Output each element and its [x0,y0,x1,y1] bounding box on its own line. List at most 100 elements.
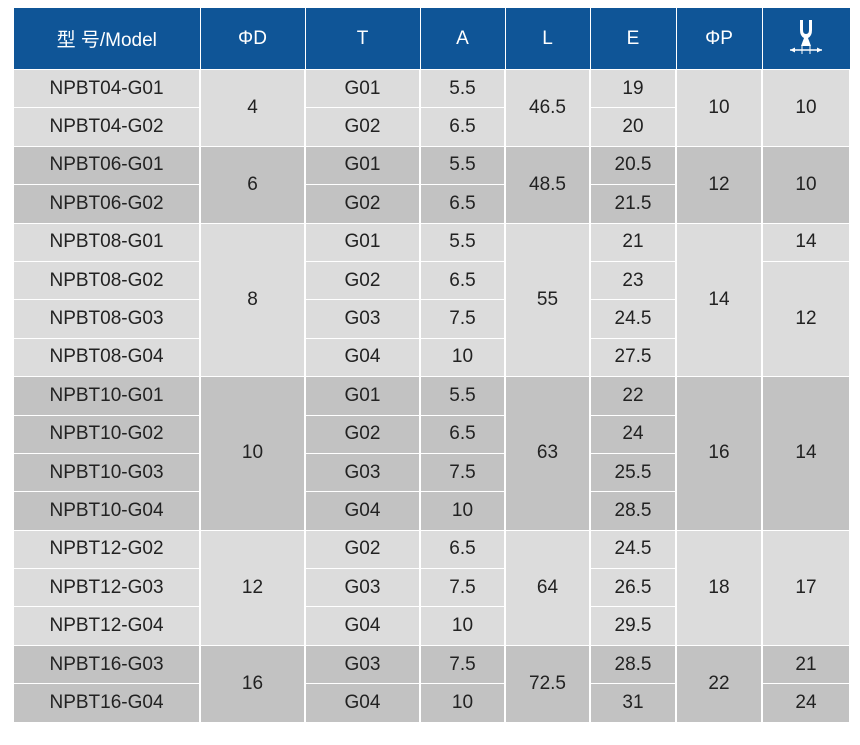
hex-wrench-icon [790,19,822,54]
a-cell: 6.5 [419,107,506,147]
a-cell: 6.5 [419,260,506,301]
p-cell: 18 [675,529,763,646]
header-model: 型 号/Model [14,8,201,70]
e-cell: 20 [589,107,677,147]
p-cell: 12 [675,145,763,224]
table-row: NPBT10-G02 G02 6.5 24 [14,414,850,454]
table-row: NPBT08-G03 G03 7.5 24.5 [14,299,850,339]
thread-cell: G02 [304,184,421,224]
e-cell: 20.5 [589,145,677,186]
a-cell: 10 [419,683,506,723]
length-cell: 48.5 [504,145,591,224]
model-cell: NPBT10-G01 [14,376,201,416]
a-cell: 6.5 [419,184,506,224]
header-t: T [304,8,421,70]
table-row: NPBT08-G04 G04 10 27.5 [14,337,850,378]
a-cell: 7.5 [419,299,506,339]
a-cell: 7.5 [419,644,506,685]
table-row: NPBT16-G03 16 G03 7.5 72.5 28.5 22 21 [14,644,851,723]
length-cell: 64 [504,529,591,646]
thread-cell: G03 [304,299,421,339]
model-cell: NPBT10-G03 [14,452,201,493]
model-cell: NPBT06-G02 [14,184,201,224]
thread-cell: G04 [304,491,421,531]
e-cell: 24 [589,414,677,454]
diameter-cell: 8 [199,222,306,378]
p-cell: 10 [675,69,763,147]
a-cell: 5.5 [419,222,506,262]
e-cell: 23 [589,260,677,301]
thread-cell: G02 [304,529,421,570]
e-cell: 24.5 [589,529,677,570]
wrench-size-cell: 17 [761,529,851,646]
diameter-cell: 4 [199,69,306,147]
header-p: ΦP [675,8,763,70]
table-row: NPBT10-G01 10 G01 5.5 63 22 16 14 [14,376,851,531]
e-cell: 27.5 [589,337,677,378]
diameter-cell: 6 [199,145,306,224]
a-cell: 6.5 [419,414,506,454]
table-row: NPBT08-G01 8 G01 5.5 55 21 14 14 [14,222,851,378]
thread-cell: G01 [304,145,421,186]
length-cell: 55 [504,222,591,378]
model-cell: NPBT16-G04 [14,683,201,723]
table-row: NPBT04-G01 4 G01 5.5 46.5 19 10 10 [14,68,851,147]
thread-cell: G02 [304,414,421,454]
e-cell: 25.5 [589,452,677,493]
thread-cell: G01 [304,376,421,416]
thread-cell: G04 [304,606,421,646]
wrench-size-cell: 14 [761,222,851,262]
e-cell: 29.5 [589,606,677,646]
p-cell: 14 [675,222,763,378]
model-cell: NPBT08-G04 [14,337,201,378]
wrench-size-cell: 14 [761,376,851,531]
table-row: NPBT10-G03 G03 7.5 25.5 [14,452,850,493]
a-cell: 6.5 [419,529,506,570]
e-cell: 28.5 [589,644,677,685]
spec-table: 型 号/Model ΦD T A L E ΦP NPBT04-G01 4 G01 5.… [14,8,851,723]
table-row: NPBT06-G01 6 G01 5.5 48.5 20.5 12 10 [14,145,851,224]
e-cell: 26.5 [589,568,677,608]
table-row: NPBT16-G04 G04 10 31 24 [14,683,851,723]
wrench-size-cell: 10 [761,69,851,147]
e-cell: 21 [589,222,677,262]
diameter-cell: 16 [199,644,306,723]
model-cell: NPBT06-G01 [14,145,201,186]
thread-cell: G04 [304,337,421,378]
p-cell: 22 [675,644,763,723]
length-cell: 72.5 [504,644,591,723]
a-cell: 5.5 [419,68,506,109]
model-cell: NPBT08-G01 [14,222,201,262]
a-cell: 5.5 [419,145,506,186]
a-cell: 10 [419,337,506,378]
model-cell: NPBT04-G02 [14,107,201,147]
model-cell: NPBT04-G01 [14,68,201,109]
table-row: NPBT12-G04 G04 10 29.5 [14,606,850,646]
length-cell: 46.5 [504,69,591,147]
a-cell: 7.5 [419,568,506,608]
model-cell: NPBT10-G04 [14,491,201,531]
header-wrench [761,8,851,70]
wrench-size-cell: 21 [761,644,851,685]
diameter-cell: 12 [199,529,306,646]
thread-cell: G03 [304,644,421,685]
p-cell: 16 [675,376,763,531]
e-cell: 21.5 [589,184,677,224]
table-row: NPBT10-G04 G04 10 28.5 [14,491,850,531]
e-cell: 19 [589,68,677,109]
thread-cell: G03 [304,452,421,493]
e-cell: 28.5 [589,491,677,531]
header-l: L [504,8,591,70]
thread-cell: G02 [304,107,421,147]
a-cell: 10 [419,491,506,531]
a-cell: 7.5 [419,452,506,493]
wrench-size-cell: 10 [761,145,851,224]
table-row: NPBT12-G02 12 G02 6.5 64 24.5 18 17 [14,529,851,646]
model-cell: NPBT08-G02 [14,260,201,301]
a-cell: 5.5 [419,376,506,416]
table-row: NPBT12-G03 G03 7.5 26.5 [14,568,850,608]
header-e: E [589,8,677,70]
thread-cell: G01 [304,68,421,109]
e-cell: 31 [589,683,677,723]
table-body: NPBT04-G01 4 G01 5.5 46.5 19 10 10 NPBT04-G02 G02… [14,68,851,723]
